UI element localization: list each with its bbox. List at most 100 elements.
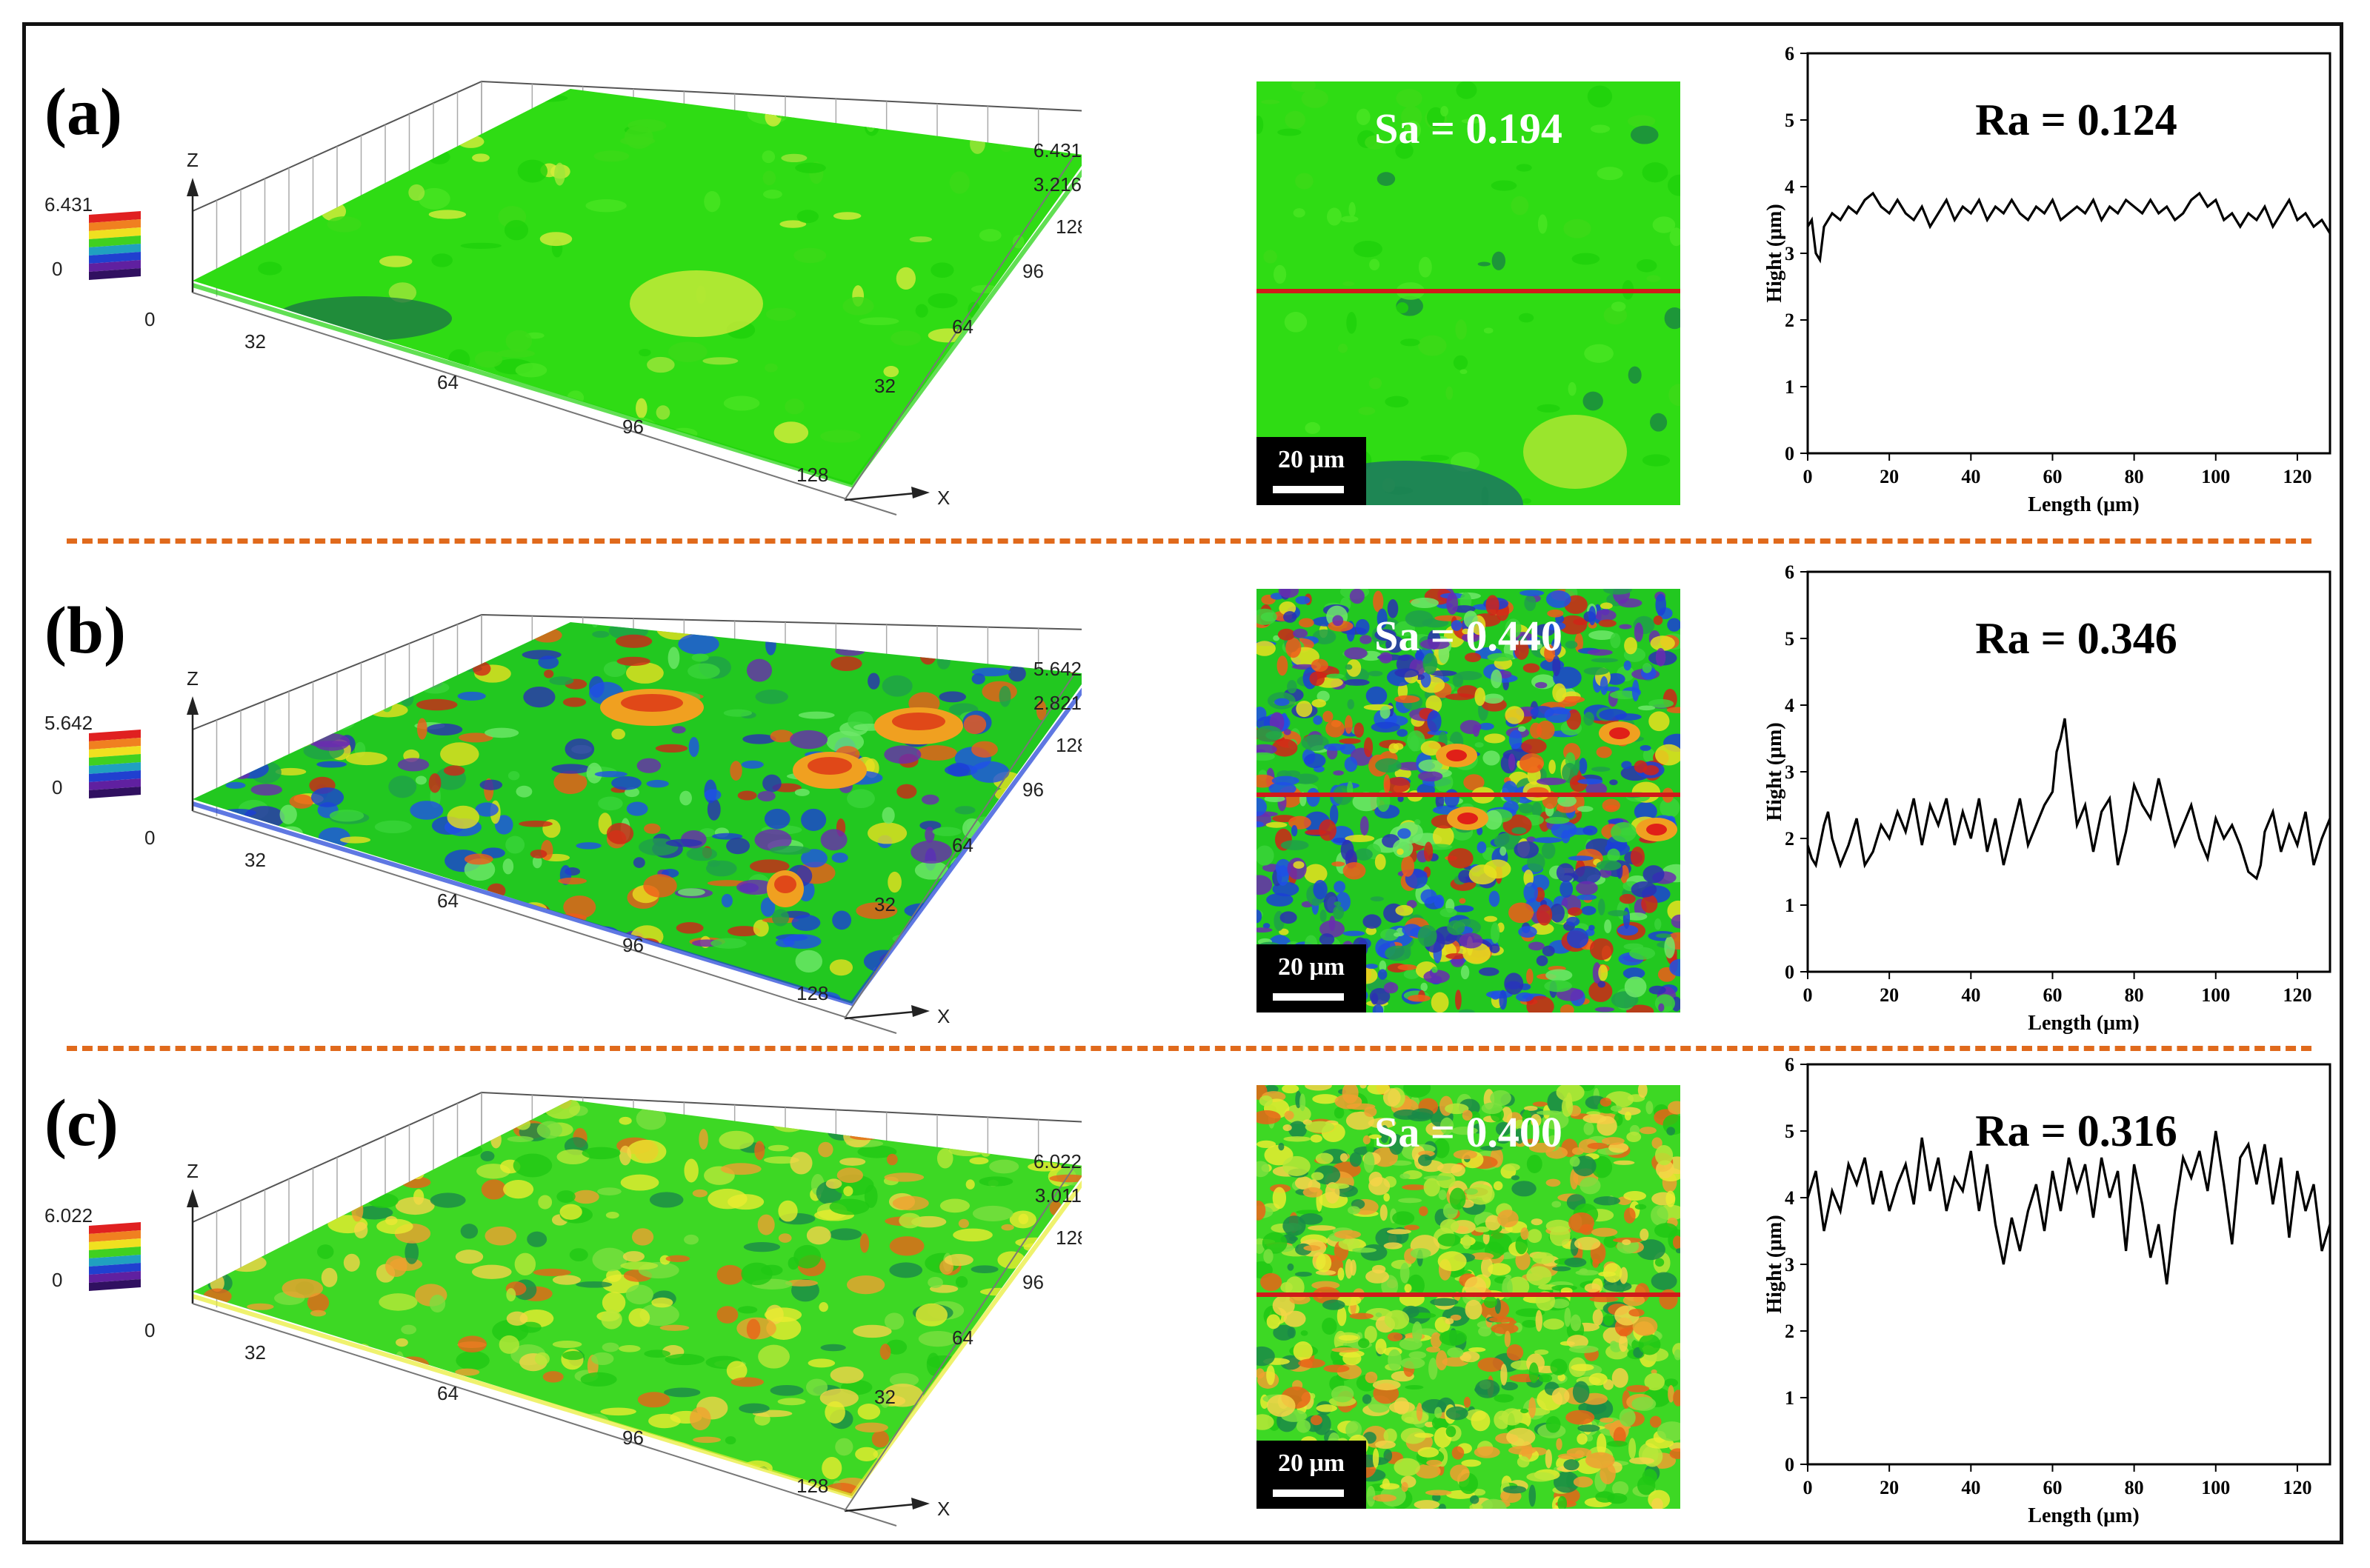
x-tick-label: 64 — [437, 1382, 459, 1404]
figure-frame — [22, 22, 2343, 1544]
y-tick-label: 128 — [1056, 216, 1082, 238]
x-tick-label: 80 — [2125, 984, 2144, 1006]
colorbar — [89, 211, 141, 280]
y-tick-label: 5 — [1785, 1121, 1794, 1142]
y-tick-label: 1 — [1785, 895, 1794, 916]
y-tick-label: 0 — [1785, 443, 1794, 464]
y-tick-label: 32 — [874, 375, 896, 397]
surface-3d-plot: Z X 32 64 96 128 128 96 64 32 0 6.431 3.216 6.431 0 — [44, 80, 1082, 516]
sa-value: Sa = 0.440 — [1374, 612, 1562, 660]
y-tick-label: 128 — [1056, 1227, 1082, 1249]
colorbar-min-label: 0 — [52, 258, 62, 280]
x-tick-label: 64 — [437, 890, 459, 912]
height-map: Sa = 0.194 20 μm — [1256, 81, 1680, 505]
colorbar-max-label: 6.431 — [44, 193, 93, 216]
profile-line — [1256, 793, 1680, 797]
colorbar-max-label: 6.022 — [44, 1204, 93, 1227]
x-tick-label: 120 — [2283, 1477, 2311, 1498]
axis-x-label: X — [937, 1498, 950, 1520]
profile-line — [1256, 1292, 1680, 1297]
y-tick-label: 2 — [1785, 1321, 1794, 1342]
surface-3d-plot: Z X 32 64 96 128 128 96 64 32 0 5.642 2.821 5.642 0 — [44, 613, 1082, 1034]
x-tick-label: 60 — [2043, 1477, 2062, 1498]
x-tick-label: 100 — [2201, 984, 2230, 1006]
x-tick-label: 80 — [2125, 1477, 2144, 1498]
y-tick-label: 0 — [1785, 961, 1794, 983]
x-tick-label: 96 — [622, 416, 644, 438]
y-tick-label: 4 — [1785, 1187, 1794, 1209]
scale-label: 20 μm — [1277, 1449, 1345, 1477]
x-tick-label: 80 — [2125, 466, 2144, 487]
y-tick-label: 6 — [1785, 561, 1794, 583]
y-tick-label: 5 — [1785, 628, 1794, 650]
y-tick-label: 3 — [1785, 1254, 1794, 1275]
panel-label: (a) — [44, 76, 122, 149]
x-tick-label: 96 — [622, 1427, 644, 1449]
z-mid-label: 3.216 — [1033, 173, 1082, 196]
colorbar-min-label: 0 — [52, 1269, 62, 1291]
x-tick-label: 120 — [2283, 466, 2311, 487]
profile-series-line — [1806, 718, 2331, 881]
x-tick-label: 120 — [2283, 984, 2311, 1006]
x-tick-label: 40 — [1961, 984, 1980, 1006]
axis-x-label: X — [937, 487, 950, 509]
colorbar — [89, 730, 141, 798]
panel-divider-2 — [67, 1046, 2311, 1051]
panel-row: (b) ZX32649612812896643205.6422.8215.642… — [0, 548, 2370, 1052]
x-tick-label: 32 — [244, 330, 266, 353]
colorbar-max-label: 5.642 — [44, 712, 93, 734]
y-tick-label: 2 — [1785, 828, 1794, 850]
scale-bar — [1273, 993, 1344, 1001]
scale-bar — [1273, 486, 1344, 493]
scale-bar-box: 20 μm — [1256, 1441, 1366, 1509]
plot-frame — [1806, 1063, 2331, 1466]
colorbar — [89, 1222, 141, 1291]
scale-bar-box: 20 μm — [1256, 437, 1366, 505]
axis-x-label: X — [937, 1005, 950, 1027]
y-tick-label: 64 — [952, 834, 973, 856]
scale-bar-box: 20 μm — [1256, 944, 1366, 1012]
y-tick-label: 96 — [1022, 260, 1044, 282]
x-tick-label: 96 — [622, 934, 644, 956]
x-tick-label: 100 — [2201, 1477, 2230, 1498]
y-tick-label: 0 — [144, 308, 155, 330]
y-tick-label: 0 — [1785, 1454, 1794, 1475]
x-tick-label: 128 — [796, 464, 828, 486]
x-tick-label: 0 — [1803, 1477, 1813, 1498]
profile-series-line — [1806, 191, 2331, 264]
x-tick-label: 0 — [1803, 466, 1813, 487]
profile-line — [1256, 289, 1680, 293]
z-mid-label: 2.821 — [1033, 692, 1082, 714]
ra-value: Ra = 0.124 — [1975, 96, 2177, 144]
height-map-texture — [1256, 1085, 1680, 1509]
sa-value: Sa = 0.194 — [1374, 104, 1562, 153]
y-tick-label: 1 — [1785, 376, 1794, 398]
height-map-texture — [1256, 81, 1680, 505]
panel-label: (c) — [44, 1087, 119, 1160]
ra-value: Ra = 0.346 — [1975, 614, 2177, 663]
colorbar-min-label: 0 — [52, 776, 62, 798]
y-tick-label: 6 — [1785, 43, 1794, 64]
x-tick-label: 128 — [796, 1475, 828, 1497]
y-tick-label: 3 — [1785, 243, 1794, 264]
y-tick-label: 128 — [1056, 734, 1082, 756]
y-tick-label: 2 — [1785, 310, 1794, 331]
x-tick-label: 0 — [1803, 984, 1813, 1006]
x-tick-label: 32 — [244, 1341, 266, 1364]
x-tick-label: 40 — [1961, 1477, 1980, 1498]
x-tick-label: 128 — [796, 982, 828, 1004]
panel-row: (c) ZX32649612812896643206.0223.0116.022… — [0, 1041, 2370, 1544]
x-tick-label: 40 — [1961, 466, 1980, 487]
x-axis-label: Length (μm) — [2028, 1504, 2139, 1527]
y-tick-label: 0 — [144, 827, 155, 849]
axis-z-label: Z — [187, 1160, 199, 1182]
x-tick-label: 20 — [1880, 1477, 1899, 1498]
sa-value: Sa = 0.400 — [1374, 1108, 1562, 1156]
y-tick-label: 64 — [952, 1327, 973, 1349]
y-tick-label: 0 — [144, 1319, 155, 1341]
y-tick-label: 96 — [1022, 778, 1044, 801]
plot-frame — [1806, 570, 2331, 973]
scale-label: 20 μm — [1277, 446, 1345, 473]
x-tick-label: 100 — [2201, 466, 2230, 487]
